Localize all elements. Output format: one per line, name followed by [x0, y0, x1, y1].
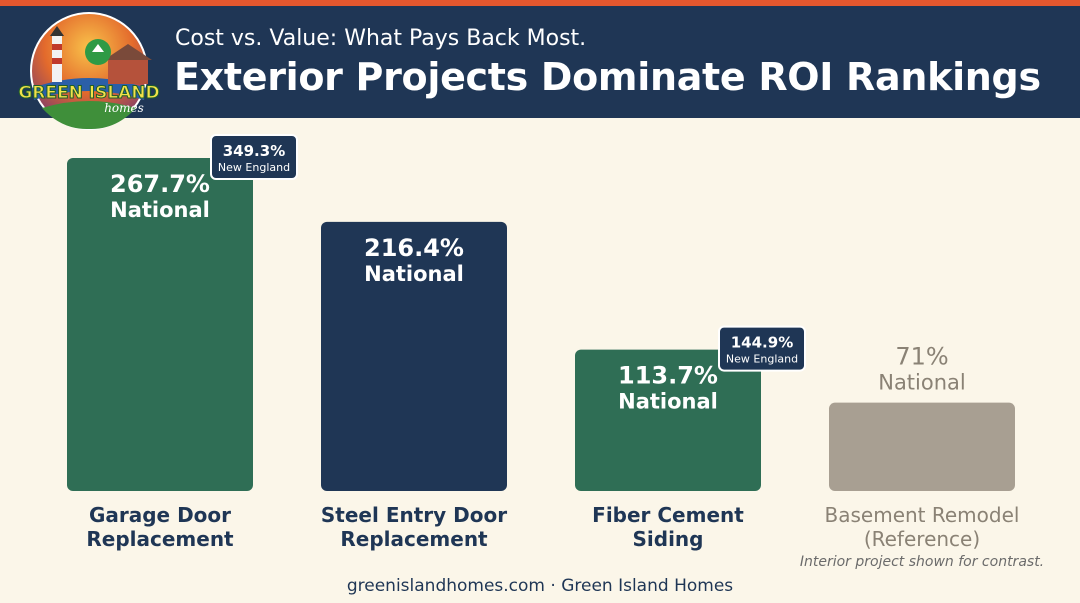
- bar-2: [575, 349, 761, 491]
- category-label-2-1: Siding: [633, 527, 704, 551]
- bar-series-label-0: National: [110, 198, 210, 222]
- bar-1: [321, 221, 507, 491]
- page-subtitle: Cost vs. Value: What Pays Back Most.: [175, 26, 587, 51]
- bar-3: [829, 402, 1015, 491]
- callout-box-1: [718, 325, 806, 372]
- callout-value-0: 349.3%: [223, 142, 285, 160]
- bar-value-label-0: 267.7%: [110, 170, 210, 198]
- header-banner: [0, 6, 1080, 118]
- bar-value-label-3: 71%: [895, 343, 948, 371]
- brand-name: GREEN ISLAND: [18, 83, 159, 103]
- category-label-1-0: Steel Entry Door: [321, 503, 507, 527]
- brand-tagline: homes: [104, 101, 144, 115]
- callout-value-1: 144.9%: [731, 334, 793, 352]
- callout-region-0: New England: [218, 161, 290, 174]
- category-label-0-1: Replacement: [86, 527, 234, 551]
- reference-note: Interior project shown for contrast.: [799, 554, 1045, 570]
- bar-series-label-2: National: [618, 390, 718, 414]
- top-accent-stripe: [0, 0, 1080, 6]
- category-label-3-0: Basement Remodel: [825, 503, 1020, 527]
- bar-series-label-1: National: [364, 262, 464, 286]
- category-label-1-1: Replacement: [340, 527, 488, 551]
- footer-credit: greenislandhomes.com · Green Island Home…: [346, 576, 734, 596]
- bar-series-label-3: National: [878, 371, 966, 395]
- green-island-logo: GREEN ISLAND homes: [18, 12, 160, 130]
- category-label-3-1: (Reference): [864, 527, 980, 551]
- page-title: Exterior Projects Dominate ROI Rankings: [174, 55, 1041, 99]
- category-label-0-0: Garage Door: [89, 503, 231, 527]
- callout-box-0: [210, 134, 298, 180]
- bar-value-label-1: 216.4%: [364, 234, 464, 262]
- callout-region-1: New England: [726, 353, 798, 366]
- category-label-2-0: Fiber Cement: [592, 503, 744, 527]
- bar-value-label-2: 113.7%: [618, 362, 718, 390]
- bar-0: [67, 158, 253, 491]
